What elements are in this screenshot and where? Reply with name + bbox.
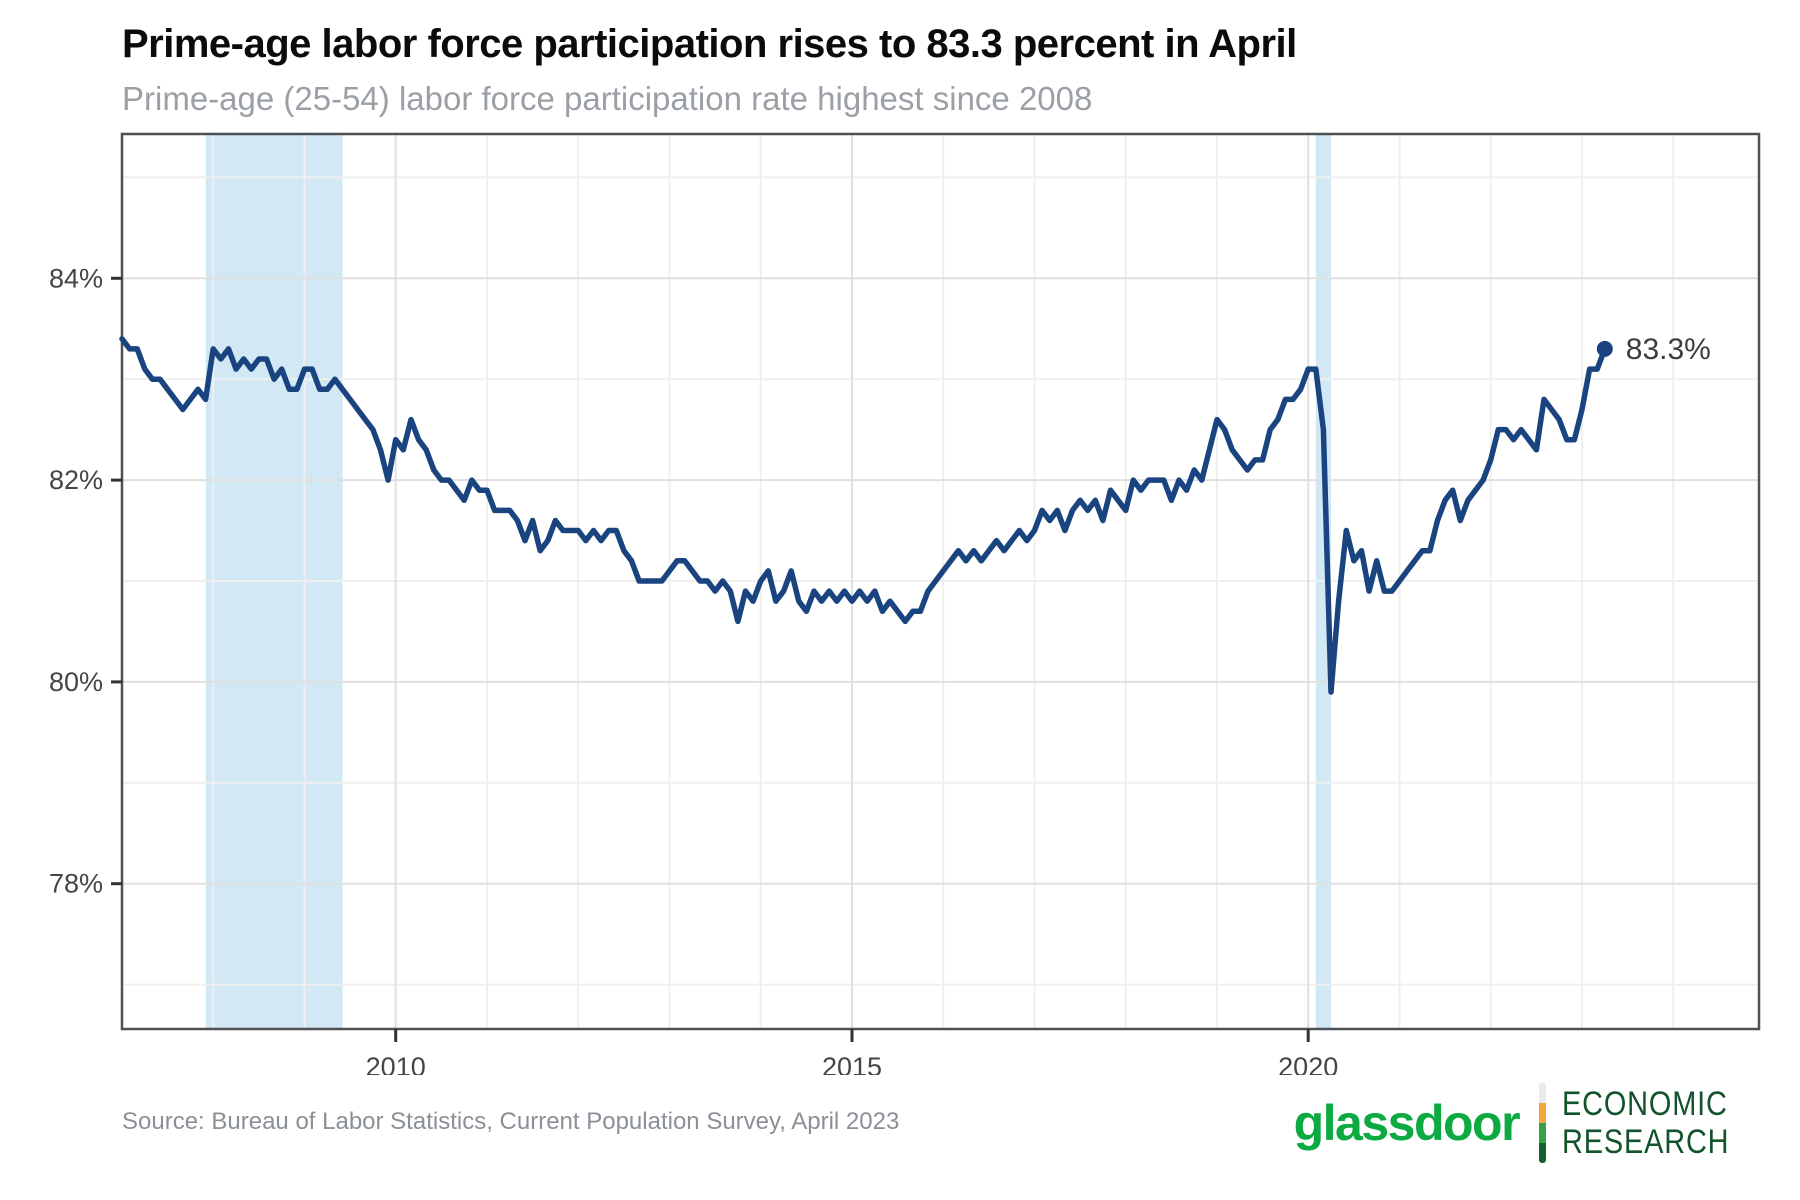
logo-divider-bar [1539,1083,1547,1163]
y-axis-tick-label: 82% [49,465,103,495]
logo-bar-segment-darkgreen [1539,1143,1547,1163]
economic-research-line2: RESEARCH [1562,1123,1730,1161]
x-axis-tick-label: 2020 [1278,1052,1338,1075]
participation-rate-line [119,336,1608,695]
x-axis-tick-label: 2010 [366,1052,426,1075]
chart-title: Prime-age labor force participation rise… [122,22,1297,66]
y-axis-tick-label: 80% [49,667,103,697]
y-axis-tick-label: 78% [49,869,103,899]
economic-research-line1: ECONOMIC [1562,1085,1728,1123]
latest-point-marker [1596,340,1613,357]
latest-value-label: 83.3% [1626,333,1711,366]
logo-bar-segment-yellow [1539,1103,1547,1123]
glassdoor-economic-research-logo: glassdoor ECONOMIC RESEARCH [1294,1078,1759,1168]
economic-research-label: ECONOMIC RESEARCH [1562,1085,1729,1161]
logo-bar-segment-green [1539,1123,1547,1143]
line-chart-svg: 84% 82% 80% 78% 2010 2015 2020 83.3% [49,132,1761,1075]
chart-subtitle: Prime-age (25-54) labor force participat… [122,80,1093,117]
logo-bar-segment-gray [1539,1083,1547,1103]
plot-border [120,132,1761,1031]
x-axis-tick-label: 2015 [822,1052,882,1075]
glassdoor-wordmark: glassdoor [1293,1095,1521,1151]
source-note: Source: Bureau of Labor Statistics, Curr… [122,1108,900,1135]
y-axis-tick-label: 84% [49,263,103,293]
